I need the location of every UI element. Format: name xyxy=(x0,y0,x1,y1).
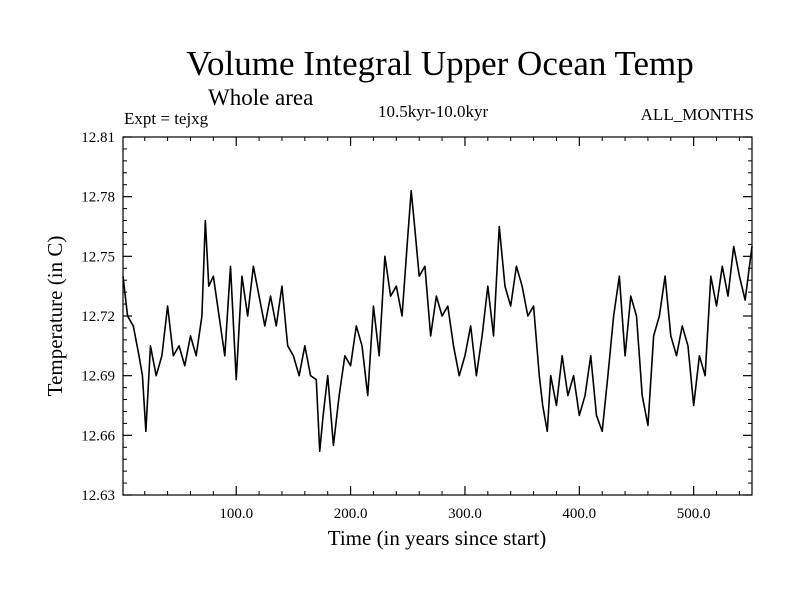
months-label: ALL_MONTHS xyxy=(640,105,754,124)
x-tick-labels: 100.0 200.0 300.0 400.0 500.0 xyxy=(219,506,710,522)
x-minor-ticks xyxy=(144,137,740,495)
x-major-ticks xyxy=(235,137,695,495)
y-minor-ticks xyxy=(123,148,752,484)
temperature-series-line xyxy=(122,189,753,453)
y-tick-label: 12.75 xyxy=(81,249,115,265)
x-tick-label: 200.0 xyxy=(334,506,368,522)
x-tick-label: 500.0 xyxy=(677,506,711,522)
x-tick-label: 100.0 xyxy=(219,506,253,522)
x-tick-label: 300.0 xyxy=(448,506,482,522)
y-tick-labels: 12.63 12.66 12.69 12.72 12.75 12.78 12.81 xyxy=(81,130,115,504)
x-axis-label: Time (in years since start) xyxy=(328,526,547,550)
experiment-label: Expt = tejxg xyxy=(124,109,209,128)
chart-subtitle: Whole area xyxy=(208,85,314,110)
chart-title: Volume Integral Upper Ocean Temp xyxy=(186,44,694,83)
plot-frame xyxy=(122,136,753,496)
y-tick-label: 12.66 xyxy=(81,428,115,444)
y-tick-label: 12.78 xyxy=(81,190,115,206)
y-tick-label: 12.69 xyxy=(81,369,115,385)
x-tick-label: 400.0 xyxy=(562,506,596,522)
y-axis-label: Temperature (in C) xyxy=(43,236,67,397)
y-tick-label: 12.72 xyxy=(81,309,115,325)
y-major-ticks xyxy=(123,136,752,496)
y-tick-label: 12.81 xyxy=(81,130,115,146)
y-tick-label: 12.63 xyxy=(81,488,115,504)
period-label: 10.5kyr-10.0kyr xyxy=(378,102,489,121)
